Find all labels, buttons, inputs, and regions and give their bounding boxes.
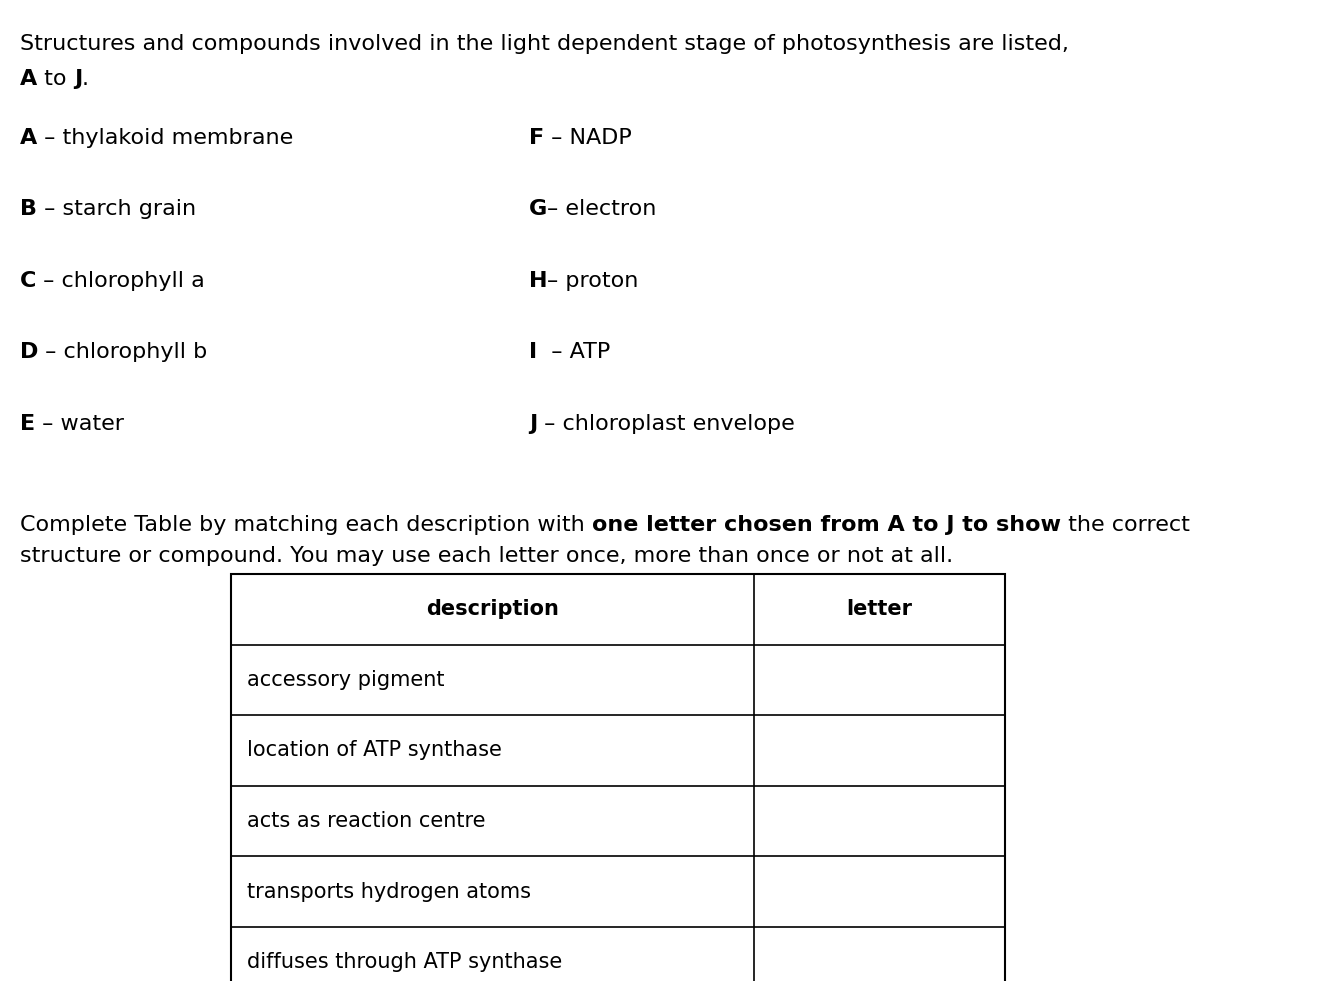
Text: D: D — [20, 342, 38, 362]
Text: description: description — [426, 599, 559, 619]
Bar — [231, 574, 1005, 981]
Text: E: E — [20, 414, 34, 434]
Text: G: G — [529, 199, 547, 219]
Text: – water: – water — [34, 414, 124, 434]
Text: accessory pigment: accessory pigment — [247, 670, 444, 690]
Text: – ATP: – ATP — [537, 342, 611, 362]
Text: H: H — [529, 271, 547, 290]
Text: structure or compound. You may use each letter once, more than once or not at al: structure or compound. You may use each … — [20, 546, 953, 566]
Text: C: C — [20, 271, 36, 290]
Text: F: F — [529, 128, 543, 147]
Text: A: A — [20, 128, 37, 147]
Text: diffuses through ATP synthase: diffuses through ATP synthase — [247, 953, 562, 972]
Text: one letter chosen from A to J to show: one letter chosen from A to J to show — [592, 515, 1060, 535]
Text: – electron: – electron — [547, 199, 657, 219]
Text: – chloroplast envelope: – chloroplast envelope — [537, 414, 795, 434]
Text: the correct: the correct — [1060, 515, 1190, 535]
Text: .: . — [82, 69, 89, 88]
Text: Structures and compounds involved in the light dependent stage of photosynthesis: Structures and compounds involved in the… — [20, 34, 1068, 54]
Text: transports hydrogen atoms: transports hydrogen atoms — [247, 882, 531, 902]
Text: A: A — [20, 69, 37, 88]
Text: B: B — [20, 199, 37, 219]
Text: – starch grain: – starch grain — [37, 199, 196, 219]
Text: acts as reaction centre: acts as reaction centre — [247, 811, 485, 831]
Text: J: J — [529, 414, 537, 434]
Text: – chlorophyll a: – chlorophyll a — [36, 271, 205, 290]
Text: location of ATP synthase: location of ATP synthase — [247, 741, 502, 760]
Text: – NADP: – NADP — [543, 128, 632, 147]
Text: to: to — [37, 69, 74, 88]
Text: letter: letter — [846, 599, 912, 619]
Text: – thylakoid membrane: – thylakoid membrane — [37, 128, 293, 147]
Text: Complete Table by matching each description with: Complete Table by matching each descript… — [20, 515, 592, 535]
Text: – proton: – proton — [547, 271, 639, 290]
Text: J: J — [74, 69, 82, 88]
Text: – chlorophyll b: – chlorophyll b — [38, 342, 208, 362]
Text: I: I — [529, 342, 537, 362]
